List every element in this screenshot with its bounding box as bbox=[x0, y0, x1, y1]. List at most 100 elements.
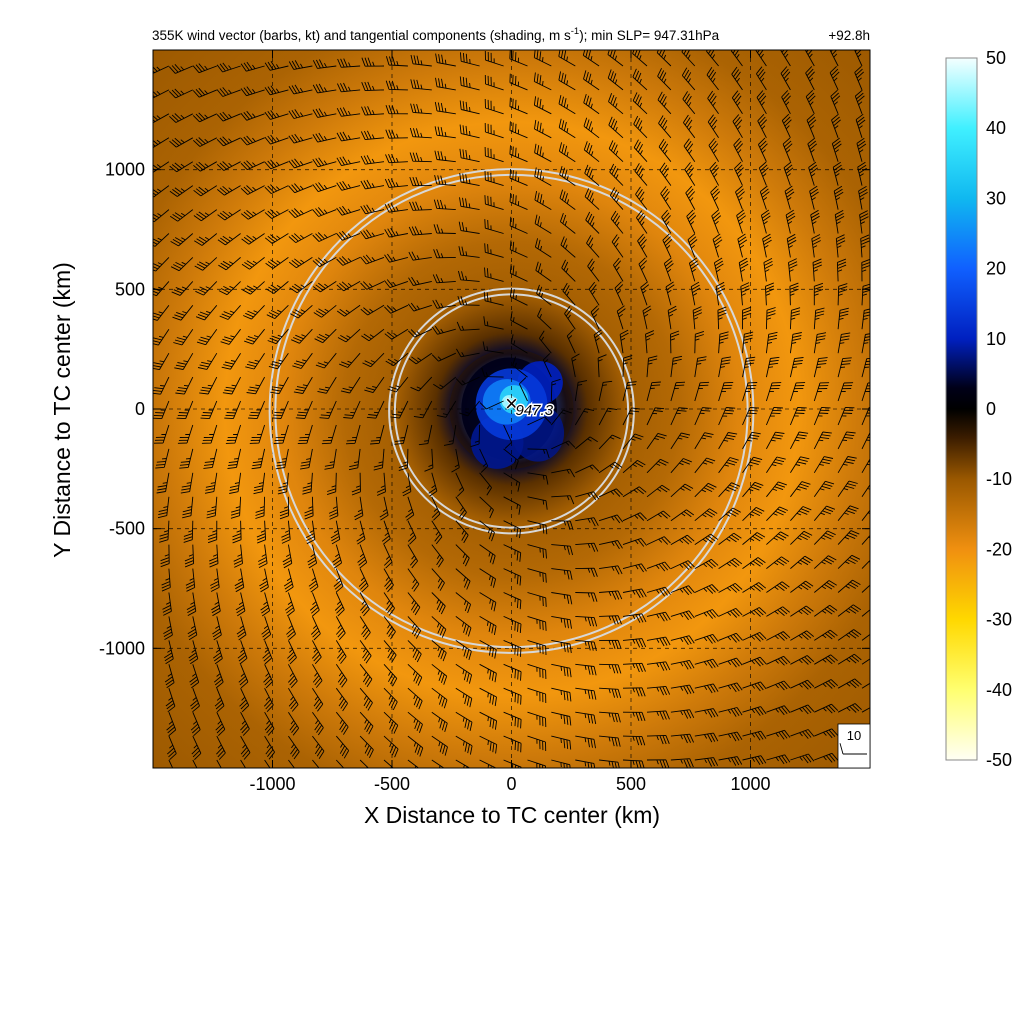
chart-title-superscript: -1 bbox=[571, 26, 579, 37]
x-tick-label: 0 bbox=[506, 774, 516, 794]
wind-barb bbox=[658, 138, 672, 162]
wind-barb bbox=[433, 249, 456, 259]
wind-barb bbox=[730, 50, 743, 67]
wind-barb bbox=[265, 281, 289, 294]
wind-barb bbox=[410, 54, 432, 67]
wind-barb bbox=[383, 663, 398, 687]
wind-barb bbox=[861, 509, 870, 521]
wind-barb bbox=[433, 376, 457, 390]
wind-barb bbox=[622, 759, 645, 768]
wind-barb bbox=[264, 61, 289, 71]
wind-barb bbox=[807, 137, 818, 162]
wind-barb bbox=[288, 183, 313, 194]
wind-barb bbox=[240, 110, 265, 121]
x-tick-label: -500 bbox=[374, 774, 410, 794]
wind-barb bbox=[385, 153, 408, 164]
wind-barb bbox=[459, 124, 480, 139]
wind-barb bbox=[613, 257, 624, 282]
wind-barb bbox=[646, 484, 670, 498]
wind-barb bbox=[503, 759, 522, 768]
wind-barb bbox=[239, 688, 250, 713]
wind-barb bbox=[249, 424, 266, 444]
wind-barb bbox=[215, 712, 226, 737]
wind-barb bbox=[336, 181, 361, 191]
wind-barb bbox=[503, 568, 522, 586]
wind-barb bbox=[534, 167, 552, 186]
wind-barb bbox=[484, 219, 504, 234]
wind-barb bbox=[527, 496, 548, 510]
wind-barb bbox=[814, 604, 838, 617]
wind-barb bbox=[646, 561, 671, 572]
wind-barb bbox=[622, 512, 647, 522]
wind-barb bbox=[765, 356, 780, 378]
wind-barb bbox=[457, 295, 480, 306]
wind-barb bbox=[279, 496, 289, 520]
wind-barb bbox=[351, 472, 361, 496]
wind-barb bbox=[335, 616, 346, 641]
colorbar-tick-label: -10 bbox=[986, 469, 1012, 489]
wind-barb bbox=[216, 87, 241, 97]
wind-barb bbox=[503, 663, 522, 681]
wind-barb bbox=[300, 448, 313, 470]
wind-barb bbox=[646, 458, 669, 474]
wind-barb bbox=[407, 568, 420, 592]
wind-barb bbox=[407, 592, 421, 616]
wind-barb bbox=[262, 640, 273, 665]
wind-barb bbox=[484, 243, 504, 258]
wind-barb bbox=[157, 496, 170, 519]
wind-barb bbox=[599, 735, 621, 747]
y-tick-label: -500 bbox=[109, 519, 145, 539]
wind-barb bbox=[534, 214, 552, 234]
wind-barb bbox=[527, 687, 547, 704]
wind-barb bbox=[837, 307, 849, 330]
wind-barb bbox=[361, 328, 385, 342]
wind-barb bbox=[359, 616, 371, 640]
wind-barb bbox=[213, 640, 223, 665]
wind-barb bbox=[814, 752, 839, 763]
wind-barb bbox=[694, 508, 718, 522]
wind-barb bbox=[660, 186, 672, 210]
wind-barb bbox=[622, 537, 647, 547]
wind-barb bbox=[782, 137, 793, 162]
wind-barb bbox=[734, 161, 744, 186]
wind-barb bbox=[288, 133, 313, 144]
wind-barb bbox=[324, 448, 337, 470]
wind-barb bbox=[622, 381, 637, 402]
wind-barb bbox=[731, 66, 743, 91]
wind-barb bbox=[241, 257, 265, 270]
wind-barb bbox=[509, 216, 528, 234]
wind-barb bbox=[317, 376, 337, 394]
wind-barb bbox=[813, 332, 827, 354]
wind-barb bbox=[622, 486, 647, 498]
wind-barb bbox=[535, 261, 552, 282]
wind-barb bbox=[638, 257, 648, 282]
wind-barb bbox=[622, 735, 646, 746]
wind-barb bbox=[694, 683, 719, 694]
wind-barb bbox=[169, 185, 194, 197]
wind-barb bbox=[503, 687, 522, 705]
wind-barb bbox=[216, 111, 241, 122]
wind-barb bbox=[405, 496, 415, 521]
wind-barb bbox=[718, 707, 743, 717]
wind-barb bbox=[173, 328, 194, 346]
wind-barb bbox=[409, 176, 432, 187]
colorbar-tick-label: -40 bbox=[986, 680, 1012, 700]
wind-barb bbox=[661, 209, 672, 234]
wind-barb bbox=[742, 532, 766, 545]
wind-barb bbox=[354, 496, 364, 521]
wind-barb bbox=[246, 376, 265, 395]
wind-barb bbox=[715, 281, 726, 306]
wind-barb bbox=[153, 185, 170, 198]
wind-barb bbox=[483, 291, 504, 306]
wind-barb bbox=[359, 735, 374, 758]
plot-area bbox=[153, 50, 870, 768]
wind-barb bbox=[738, 257, 749, 282]
wind-barb bbox=[288, 711, 300, 736]
wind-barb bbox=[766, 705, 791, 716]
wind-barb bbox=[264, 85, 289, 96]
wind-barb bbox=[413, 400, 433, 419]
wind-barb bbox=[410, 376, 433, 392]
wind-barb bbox=[337, 328, 361, 343]
wind-barb bbox=[383, 640, 397, 663]
wind-barb bbox=[534, 191, 552, 210]
